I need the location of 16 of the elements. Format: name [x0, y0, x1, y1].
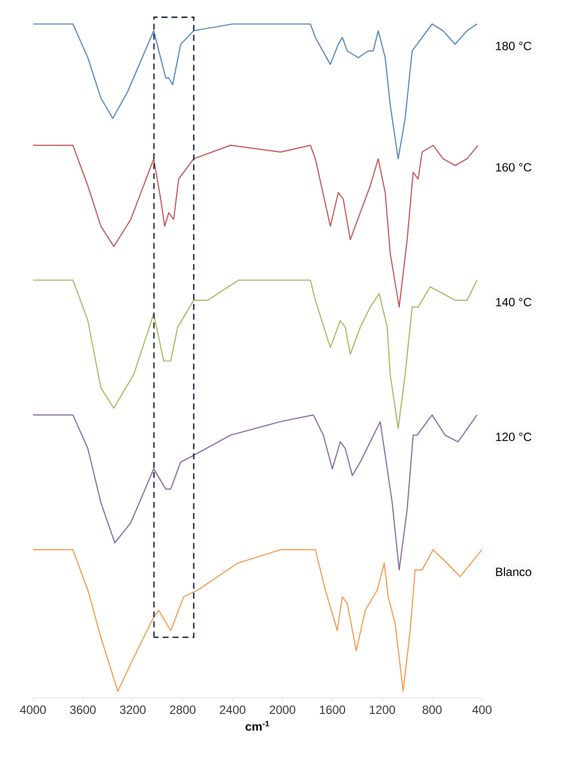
x-tick-label: 1600: [320, 706, 346, 714]
x-tick-label: 3600: [70, 706, 96, 714]
x-tick-label: 1200: [370, 706, 396, 714]
x-tick-label: 2400: [220, 706, 246, 714]
x-tick-label: 2000: [270, 706, 296, 714]
x-tick-label: 3200: [120, 706, 146, 714]
x-axis-title: cm$^{-1}$: [246, 720, 270, 731]
x-tick-label: 400: [472, 706, 492, 714]
x-tick-label: 2800: [170, 706, 196, 714]
text: 140 °C: [496, 298, 532, 306]
series-label: Blanco: [496, 567, 532, 576]
text: 180 °C: [496, 42, 532, 50]
text: 120 °C: [496, 432, 532, 442]
text: 160 °C: [496, 163, 532, 172]
x-tick-label: 800: [422, 706, 442, 714]
x-tick-label: 4000: [20, 706, 46, 714]
